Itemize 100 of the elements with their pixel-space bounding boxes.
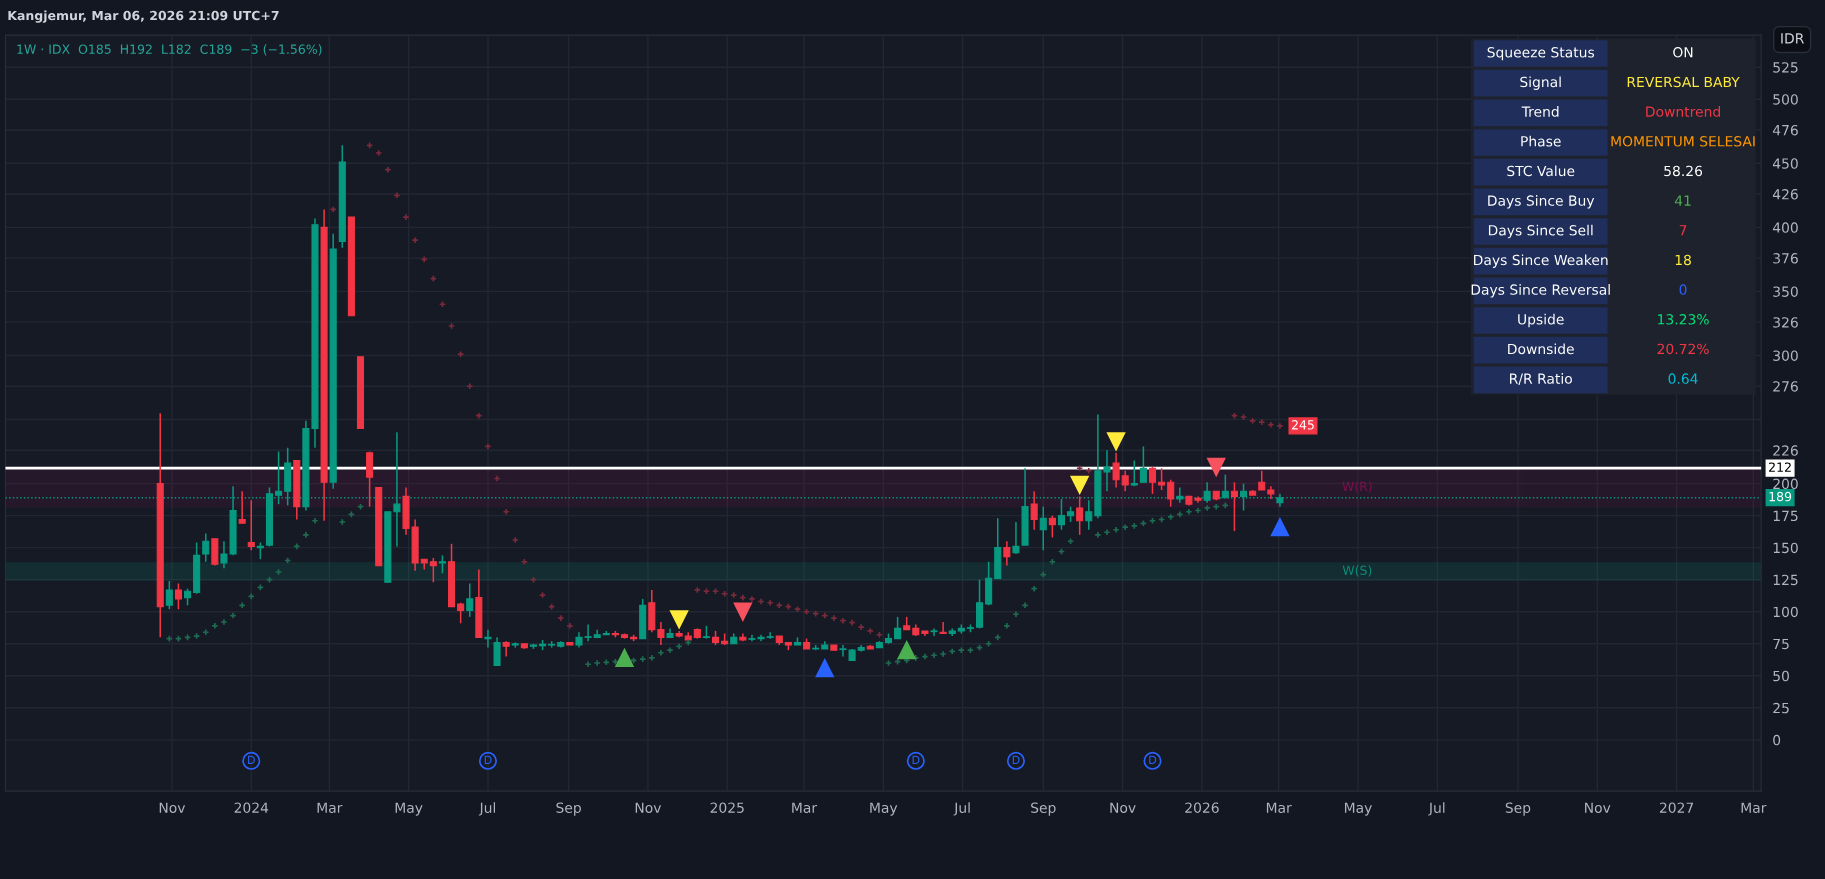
point [866,627,874,635]
point [566,622,574,630]
point [475,412,483,420]
candlestick [839,644,847,658]
point [775,601,783,609]
text: REVERSAL BABY [1627,76,1740,88]
x-tick-label: 2025 [710,802,744,813]
x-tick-label: Mar [792,802,818,813]
text: MOMENTUM SELESAI [1611,136,1755,147]
candlestick [238,490,246,525]
point [733,602,753,621]
category-label: Days Since Sell [1488,224,1593,239]
text: 0.64 [1668,373,1698,384]
point [615,648,634,668]
y-tick-label: 175 [1773,510,1798,522]
candlestick [766,631,774,640]
candlestick [1139,445,1147,484]
category-label: Days Since Weaken [1474,254,1608,268]
candlestick [1003,540,1011,567]
ref-line-label: 189 [1769,491,1792,502]
y-tick-label: 125 [1773,574,1798,586]
x-tick-label: 2026 [1185,802,1219,813]
text: 7 [1679,225,1687,236]
x-tick-label: Sep [1031,802,1056,816]
candlestick [502,640,510,658]
y-tick-label: 376 [1773,253,1798,264]
y-tick-label: 525 [1773,62,1798,73]
candlestick [1167,478,1175,508]
category-label: Squeeze Status [1487,47,1595,61]
text: 58.26 [1664,165,1703,177]
point [466,382,474,390]
y-tick-label: 326 [1773,317,1798,328]
text: 0 [1679,284,1687,295]
point [393,191,401,199]
x-tick-label: 2024 [234,802,269,813]
category-label: Phase [1521,135,1561,147]
point [830,614,838,622]
candlestick [1012,521,1020,555]
band-label: W(R) [1342,481,1372,493]
candlestick [493,636,501,667]
y-tick-label: 450 [1772,158,1798,169]
y-tick-label: 476 [1772,124,1798,136]
point [730,591,738,599]
category-label: Downside [1508,343,1574,355]
candlestick [1085,499,1093,531]
y-tick-label: 400 [1772,222,1798,233]
point [1076,464,1084,472]
text: 41 [1674,195,1691,206]
y-tick-label: 200 [1773,478,1798,490]
candlestick [484,628,492,649]
candlestick [1057,498,1066,531]
candlestick [1039,505,1047,551]
candlestick [1030,490,1038,531]
text: ON [1673,47,1693,58]
x-tick-label: Jul [953,802,970,816]
ref-line-label: 212 [1769,462,1791,472]
category-label: STC Value [1507,165,1575,177]
text: Downtrend [1646,106,1720,117]
point [693,586,701,594]
candlestick [1121,470,1129,493]
y-tick-label: 75 [1773,638,1789,650]
y-tick-label: 276 [1773,381,1798,392]
point [669,610,689,629]
y-tick-label: 426 [1772,189,1798,200]
candlestick [939,621,947,635]
text: Kangjemur, Mar 06, 2026 21:09 UTC+7 [8,10,279,23]
candlestick [1258,470,1266,491]
x-tick-label: May [395,802,423,816]
candlestick [1048,514,1056,539]
point [375,149,383,157]
text: IDR [1781,33,1804,44]
band-label: W(S) [1342,565,1372,577]
category-label: Signal [1520,76,1561,90]
x-tick-label: Mar [317,802,343,813]
point [511,536,519,544]
category-label: R/R Ratio [1510,373,1572,385]
x-tick-label: Sep [1505,802,1531,816]
x-tick-label: Nov [635,802,662,813]
annotation: D [912,755,920,764]
point [411,236,419,244]
data-label: 245 [1291,420,1314,430]
candlestick [1148,466,1157,495]
x-tick-label: Mar [1266,802,1292,813]
annotation: D [248,755,255,764]
candlestick [894,616,902,640]
text: 20.72% [1657,343,1709,355]
point [502,508,510,516]
candlestick [1112,452,1120,489]
point [857,623,865,631]
y-tick-label: 0 [1773,734,1781,746]
candlestick [165,580,173,610]
x-tick-label: Nov [1110,802,1136,813]
x-tick-label: Sep [556,802,581,816]
x-tick-label: 2027 [1659,802,1694,813]
point [897,640,916,660]
point [748,595,756,603]
point [839,617,847,625]
y-tick-label: 100 [1773,606,1798,618]
point [815,658,834,678]
candlestick [657,621,665,646]
